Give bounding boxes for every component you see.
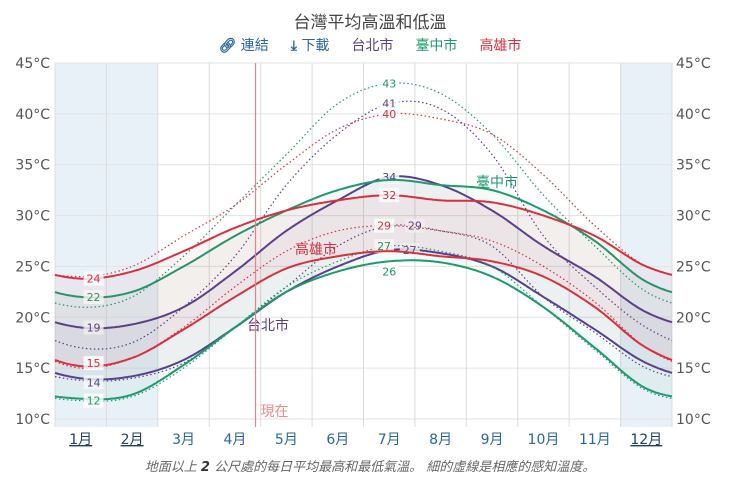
data-label-bg — [374, 218, 395, 233]
month-label[interactable]: 7月 — [378, 432, 401, 448]
y-tick-label-left: 45°C — [15, 56, 50, 72]
winter-shade — [620, 63, 672, 427]
data-label: 14 — [87, 376, 101, 389]
link-button[interactable]: 🔗︎ 連結 — [219, 35, 269, 55]
y-tick-label-right: 35°C — [676, 158, 711, 174]
temperature-band — [55, 179, 672, 400]
y-tick-label-left: 30°C — [15, 209, 50, 225]
month-label[interactable]: 5月 — [275, 432, 298, 448]
caption-part: 公尺處的每日平均最高和最低氣溫。 細的虛線是相應的感知溫度。 — [209, 460, 596, 475]
month-label[interactable]: 11月 — [579, 432, 611, 448]
download-icon: ⤓ — [290, 38, 297, 54]
y-tick-label-right: 20°C — [676, 310, 711, 326]
data-label-bg — [379, 106, 400, 121]
y-tick-label-left: 15°C — [15, 361, 50, 377]
y-tick-label-right: 45°C — [676, 56, 711, 72]
month-label[interactable]: 4月 — [223, 432, 246, 448]
data-label-bg — [83, 289, 104, 304]
legend-taipei[interactable]: 台北市 — [351, 38, 394, 54]
y-tick-label-left: 40°C — [15, 107, 50, 123]
series-annotation-taipei: 台北市 — [247, 317, 289, 334]
data-label-bg — [379, 76, 400, 91]
data-label-bg — [83, 271, 104, 286]
download-label: 下載 — [301, 38, 330, 54]
download-button[interactable]: ⤓ 下載 — [291, 35, 330, 55]
data-label: 27 — [403, 244, 417, 257]
y-tick-label-left: 20°C — [15, 310, 50, 326]
link-icon: 🔗︎ — [218, 38, 237, 54]
chart-caption: 地面以上 2 公尺處的每日平均最高和最低氣溫。 細的虛線是相應的感知溫度。 — [0, 456, 740, 475]
data-label: 15 — [87, 357, 101, 370]
data-label: 26 — [382, 265, 396, 278]
data-label-bg — [379, 188, 400, 203]
y-tick-label-right: 15°C — [676, 361, 711, 377]
low-temperature-line — [54, 250, 673, 368]
low-temperature-line — [54, 248, 673, 381]
month-label[interactable]: 6月 — [326, 432, 349, 448]
caption-part: 2 — [200, 460, 210, 475]
caption-part: 地面以上 — [144, 460, 201, 475]
data-label: 29 — [377, 220, 391, 233]
data-label-bg — [83, 393, 104, 408]
y-tick-label-right: 25°C — [676, 259, 711, 275]
legend: 🔗︎ 連結 ⤓ 下載 台北市 臺中市 高雄市 — [0, 35, 740, 55]
data-label: 22 — [87, 291, 101, 304]
data-label-bg — [83, 375, 104, 390]
y-tick-label-left: 25°C — [15, 259, 50, 275]
now-label: 現在 — [261, 404, 289, 420]
y-tick-label-left: 10°C — [15, 412, 50, 428]
y-tick-label-left: 35°C — [15, 158, 50, 174]
link-label: 連結 — [240, 38, 269, 54]
data-label: 40 — [382, 108, 396, 121]
y-tick-label-right: 40°C — [676, 107, 711, 123]
data-label-bg — [379, 264, 400, 279]
data-label: 29 — [408, 220, 422, 233]
month-label[interactable]: 3月 — [172, 432, 195, 448]
month-label[interactable]: 10月 — [528, 432, 560, 448]
data-label: 19 — [87, 321, 101, 334]
month-label[interactable]: 2月 — [121, 432, 144, 448]
legend-kaohsiung[interactable]: 高雄市 — [479, 38, 522, 54]
high-temperature-line — [54, 194, 673, 280]
y-tick-label-right: 30°C — [676, 209, 711, 225]
high-temperature-line — [54, 175, 673, 330]
low-temperature-line — [54, 259, 673, 401]
data-label-bg — [404, 218, 425, 233]
series-annotation-kaohsiung: 高雄市 — [295, 241, 337, 258]
temperature-band — [55, 176, 672, 380]
data-label: 27 — [377, 240, 391, 253]
data-label-bg — [83, 320, 104, 335]
winter-shade — [106, 63, 158, 427]
data-label-bg — [83, 356, 104, 371]
legend-taichung[interactable]: 臺中市 — [415, 38, 458, 54]
feels-like-high-line — [54, 100, 673, 350]
month-label[interactable]: 12月 — [630, 432, 662, 448]
series-annotation-taichung: 臺中市 — [476, 174, 518, 191]
month-label[interactable]: 1月 — [69, 432, 92, 448]
data-label-bg — [374, 239, 395, 254]
data-label: 43 — [382, 77, 396, 90]
temperature-band — [55, 195, 672, 367]
chart-title: 台灣平均高溫和低溫 — [293, 13, 447, 33]
month-label[interactable]: 8月 — [429, 432, 452, 448]
feels-like-high-line — [54, 112, 673, 278]
data-label: 24 — [87, 273, 101, 286]
month-label[interactable]: 9月 — [481, 432, 504, 448]
y-tick-label-right: 10°C — [676, 412, 711, 428]
data-label: 12 — [87, 395, 101, 408]
data-label: 32 — [382, 189, 396, 202]
